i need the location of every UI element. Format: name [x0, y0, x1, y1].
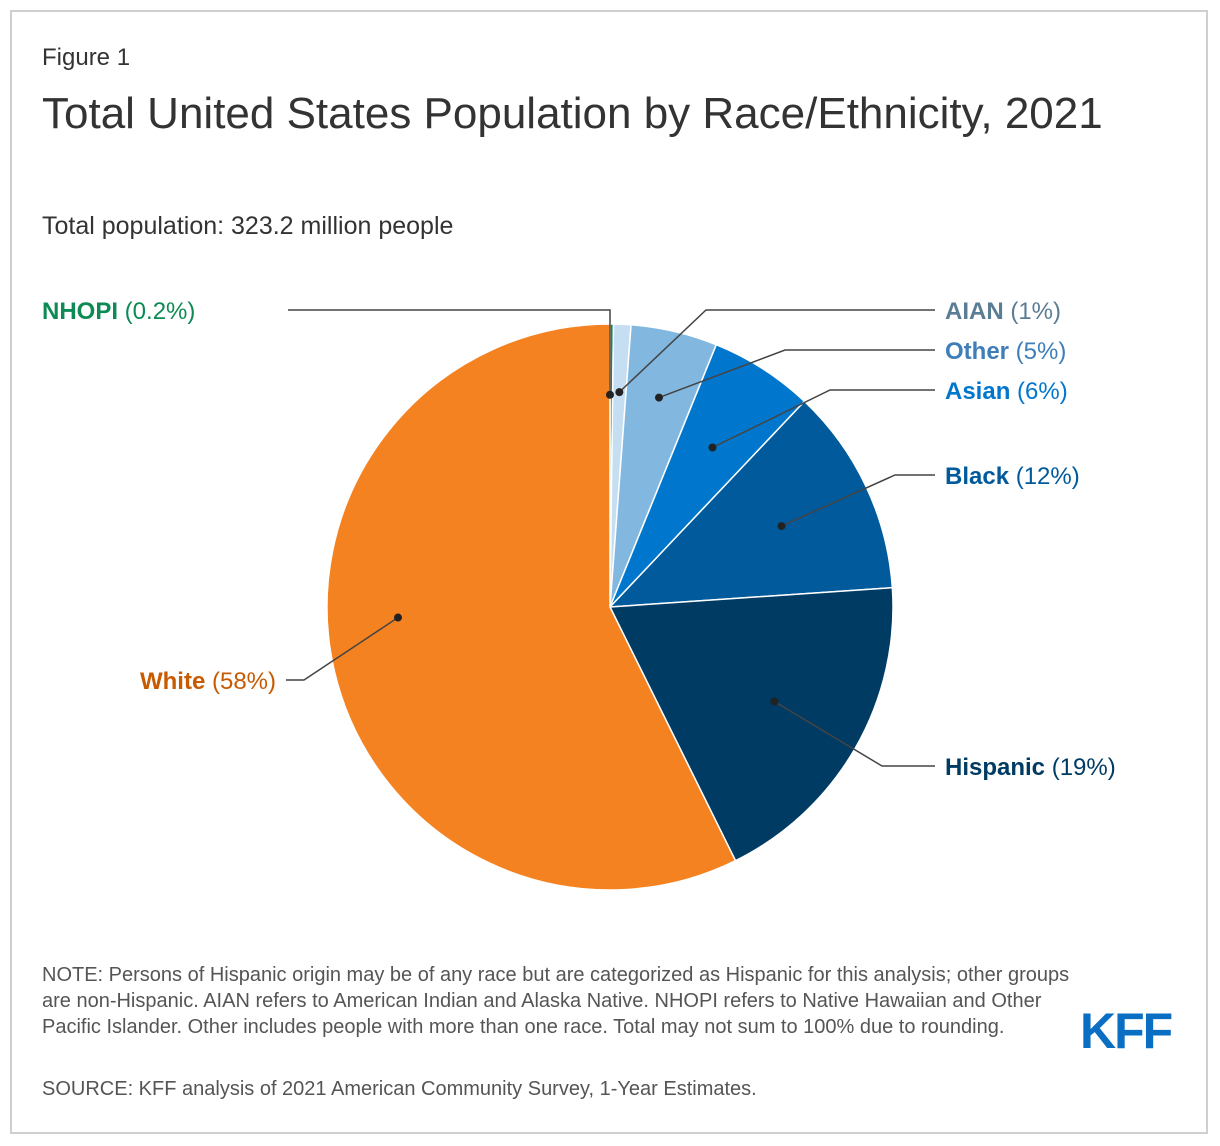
leader-line-nhopi [288, 309, 611, 395]
leader-dot-asian [708, 443, 717, 452]
slice-label-percent: (5%) [1009, 338, 1066, 365]
kff-logo: KFF [1080, 1006, 1174, 1054]
slice-label-nhopi: NHOPI (0.2%) [42, 298, 195, 325]
leader-dot-aian [615, 388, 624, 397]
slice-label-name: Asian [945, 378, 1010, 405]
leader-dot-nhopi [606, 390, 614, 399]
leader-line-white [286, 616, 399, 681]
pie-slice-black [608, 400, 894, 608]
slice-label-percent: (0.2%) [118, 298, 195, 325]
slice-labels: NHOPI (0.2%) AIAN (1%) Other (5%) Asian (6%… [42, 298, 1116, 781]
chart-note: NOTE: Persons of Hispanic origin may be … [42, 964, 1070, 1038]
leader-dot-black [777, 522, 786, 531]
leader-line-aian [618, 309, 935, 393]
slice-label-percent: (1%) [1004, 298, 1061, 325]
leader-lines [286, 309, 935, 767]
leader-dot-white [394, 613, 403, 622]
leader-line-other [658, 349, 935, 399]
chart-title: Total United States Population by Race/E… [42, 89, 1103, 138]
chart-source: SOURCE: KFF analysis of 2021 American Co… [42, 1078, 757, 1100]
slice-label-name: Hispanic [945, 754, 1045, 781]
slice-label-name: AIAN [945, 298, 1004, 325]
slice-label-other: Other (5%) [945, 338, 1066, 365]
leader-line-hispanic [774, 700, 935, 767]
slice-label-percent: (58%) [205, 668, 276, 695]
pie-slice-white [326, 323, 737, 891]
chart-subtitle: Total population: 323.2 million people [42, 212, 454, 240]
pie-slice-hispanic [608, 586, 894, 862]
svg-text:KFF: KFF [1080, 1006, 1172, 1054]
slice-label-percent: (6%) [1010, 378, 1067, 405]
pie-slices [326, 323, 894, 891]
leader-line-asian [712, 389, 935, 449]
slice-label-black: Black (12%) [945, 463, 1080, 490]
slice-label-name: NHOPI [42, 298, 118, 325]
leader-dot-hispanic [770, 697, 779, 706]
slice-label-name: Black [945, 463, 1010, 490]
figure-label: Figure 1 [42, 44, 131, 71]
leader-dot-other [654, 393, 663, 402]
slice-label-percent: (12%) [1009, 463, 1080, 490]
slice-label-asian: Asian (6%) [945, 378, 1068, 405]
slice-label-name: White [140, 668, 205, 695]
slice-label-hispanic: Hispanic (19%) [945, 754, 1116, 781]
slice-label-name: Other [945, 338, 1009, 365]
pie-chart: NHOPI (0.2%) AIAN (1%) Other (5%) Asian (6%… [42, 298, 1116, 891]
slice-label-white: White (58%) [140, 668, 276, 695]
slice-label-percent: (19%) [1045, 754, 1116, 781]
leader-line-black [781, 474, 935, 527]
slice-label-aian: AIAN (1%) [945, 298, 1061, 325]
